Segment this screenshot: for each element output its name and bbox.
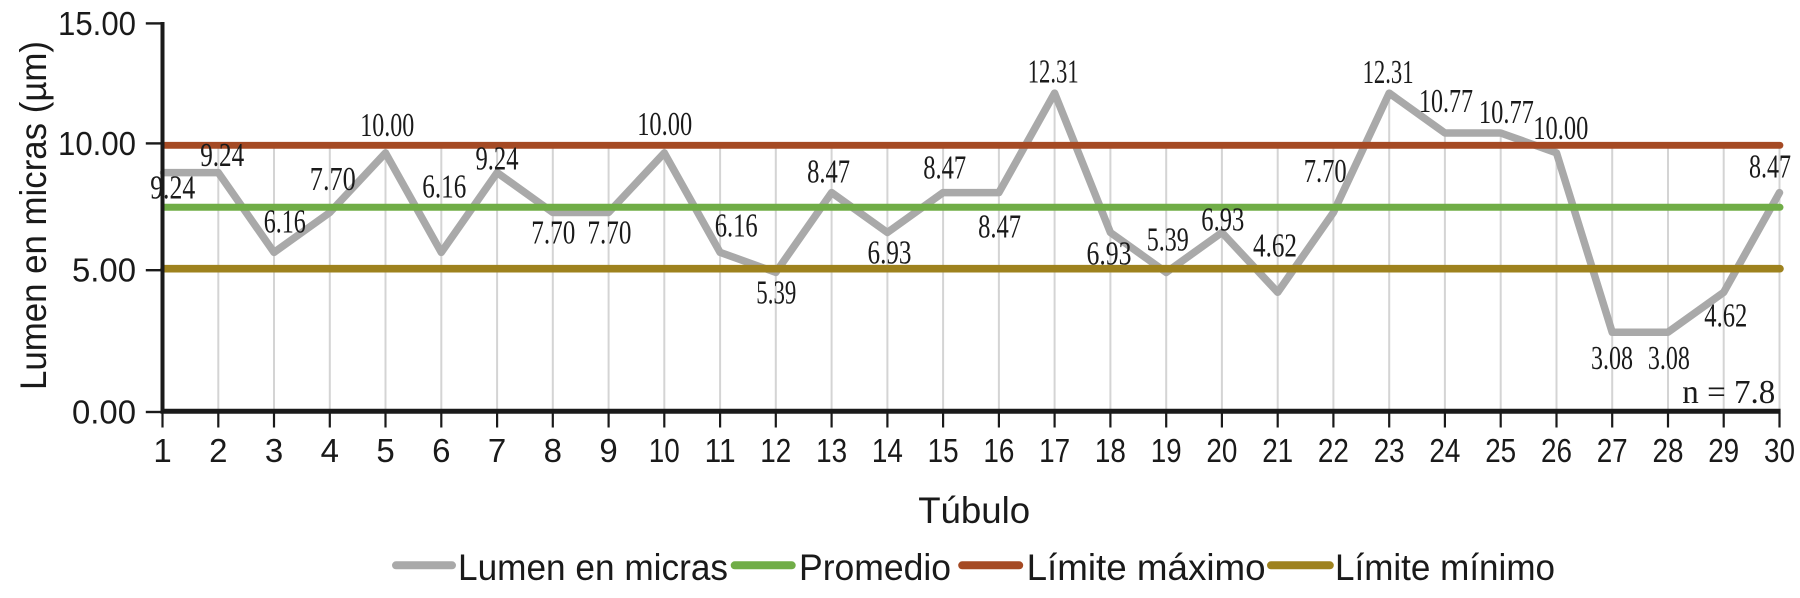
svg-text:8.47: 8.47	[923, 150, 966, 187]
svg-text:29: 29	[1708, 432, 1739, 469]
svg-text:18: 18	[1095, 432, 1126, 469]
svg-text:12: 12	[760, 432, 791, 469]
svg-text:23: 23	[1374, 432, 1405, 469]
svg-text:10.00: 10.00	[360, 107, 414, 144]
svg-text:2: 2	[209, 432, 227, 469]
svg-text:Lumen en micras: Lumen en micras	[458, 547, 728, 588]
svg-text:10: 10	[649, 432, 680, 469]
svg-text:7.70: 7.70	[310, 161, 356, 198]
svg-text:9.24: 9.24	[200, 137, 244, 174]
svg-text:9.24: 9.24	[150, 170, 195, 207]
svg-text:6.16: 6.16	[264, 204, 306, 241]
svg-text:5.39: 5.39	[756, 275, 796, 312]
svg-text:5.39: 5.39	[1147, 222, 1189, 259]
svg-text:10.77: 10.77	[1419, 83, 1473, 120]
svg-text:14: 14	[872, 432, 903, 469]
svg-text:3.08: 3.08	[1648, 340, 1690, 377]
svg-text:1: 1	[153, 432, 171, 469]
svg-text:5.00: 5.00	[72, 252, 136, 289]
svg-text:15.00: 15.00	[58, 5, 136, 42]
svg-text:21: 21	[1262, 432, 1293, 469]
svg-text:Promedio: Promedio	[799, 547, 951, 588]
svg-text:8: 8	[544, 432, 562, 469]
svg-text:4.62: 4.62	[1704, 298, 1747, 335]
svg-text:19: 19	[1151, 432, 1182, 469]
svg-text:16: 16	[983, 432, 1014, 469]
svg-text:13: 13	[816, 432, 847, 469]
svg-text:8.47: 8.47	[807, 153, 850, 190]
svg-text:20: 20	[1206, 432, 1237, 469]
svg-text:6.93: 6.93	[1201, 202, 1244, 239]
svg-text:0.00: 0.00	[72, 393, 136, 430]
svg-text:28: 28	[1653, 432, 1684, 469]
svg-text:7.70: 7.70	[1304, 153, 1347, 190]
svg-text:4.62: 4.62	[1253, 228, 1297, 265]
svg-text:7.70: 7.70	[531, 215, 575, 252]
svg-text:6.93: 6.93	[868, 235, 912, 272]
svg-text:24: 24	[1429, 432, 1460, 469]
svg-text:22: 22	[1318, 432, 1349, 469]
svg-text:8.47: 8.47	[978, 209, 1021, 246]
svg-text:17: 17	[1039, 432, 1070, 469]
svg-text:7: 7	[488, 432, 506, 469]
svg-text:Límite mínimo: Límite mínimo	[1335, 547, 1555, 588]
svg-text:Lumen en micras (µm): Lumen en micras (µm)	[13, 41, 54, 390]
svg-text:26: 26	[1541, 432, 1572, 469]
svg-text:6.16: 6.16	[715, 208, 758, 245]
svg-text:10.00: 10.00	[58, 125, 136, 162]
svg-text:12.31: 12.31	[1363, 54, 1414, 91]
svg-text:25: 25	[1485, 432, 1516, 469]
svg-text:10.00: 10.00	[1533, 110, 1588, 147]
svg-text:Límite máximo: Límite máximo	[1027, 547, 1266, 588]
svg-text:27: 27	[1597, 432, 1628, 469]
svg-text:6.16: 6.16	[422, 169, 466, 206]
svg-text:15: 15	[928, 432, 959, 469]
svg-text:9.24: 9.24	[476, 141, 519, 178]
svg-text:12.31: 12.31	[1028, 54, 1079, 91]
svg-text:8.47: 8.47	[1749, 149, 1791, 186]
svg-text:4: 4	[321, 432, 339, 469]
svg-text:6: 6	[432, 432, 450, 469]
svg-text:10.00: 10.00	[637, 106, 692, 143]
svg-text:9: 9	[599, 432, 617, 469]
svg-text:5: 5	[376, 432, 394, 469]
svg-text:Túbulo: Túbulo	[918, 490, 1030, 531]
svg-text:n = 7.8: n = 7.8	[1682, 374, 1775, 411]
svg-text:10.77: 10.77	[1479, 94, 1534, 131]
svg-text:11: 11	[705, 432, 736, 469]
svg-text:30: 30	[1764, 432, 1795, 469]
svg-text:7.70: 7.70	[587, 215, 631, 252]
svg-text:6.93: 6.93	[1087, 236, 1132, 273]
svg-text:3: 3	[265, 432, 283, 469]
svg-text:3.08: 3.08	[1591, 340, 1633, 377]
